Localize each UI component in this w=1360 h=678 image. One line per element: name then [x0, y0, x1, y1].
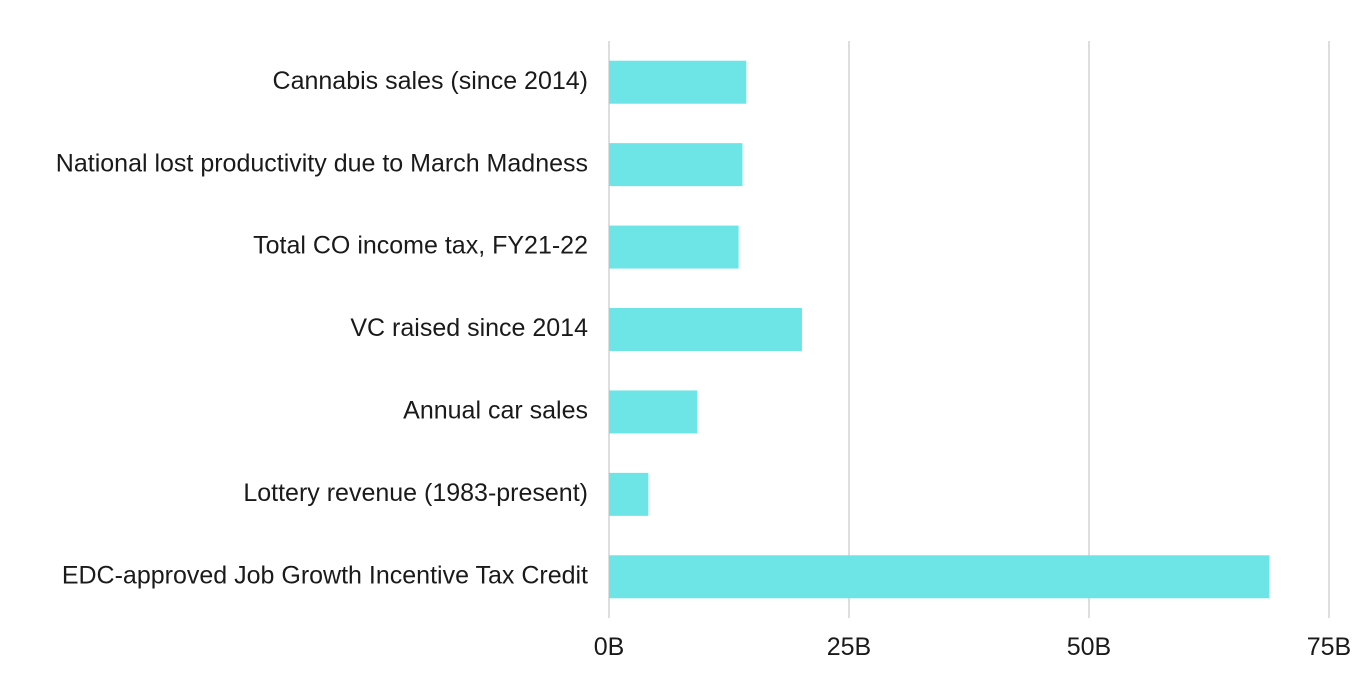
bar [609, 472, 649, 516]
bar [609, 308, 802, 351]
bar [609, 143, 743, 187]
category-labels: Cannabis sales (since 2014) National lost… [56, 67, 588, 590]
x-tick-label: 75B [1307, 633, 1351, 661]
category-label: Cannabis sales (since 2014) [273, 67, 588, 95]
category-label: National lost productivity due to March … [56, 149, 588, 177]
x-tick-label: 50B [1067, 633, 1111, 661]
x-tick-label: 0B [594, 633, 625, 661]
x-axis-ticks: 0B 25B 50B 75B [594, 633, 1352, 661]
bar [609, 390, 698, 434]
category-label: Lottery revenue (1983-present) [243, 479, 588, 507]
x-tick-label: 25B [827, 633, 871, 661]
category-label: Annual car sales [403, 397, 588, 425]
bar [609, 555, 1270, 599]
category-label: EDC-approved Job Growth Incentive Tax Cr… [62, 561, 588, 589]
category-label: VC raised since 2014 [350, 314, 588, 342]
bar [609, 225, 739, 269]
category-label: Total CO income tax, FY21-22 [253, 232, 588, 260]
bars [609, 60, 1270, 599]
bar [609, 60, 747, 104]
